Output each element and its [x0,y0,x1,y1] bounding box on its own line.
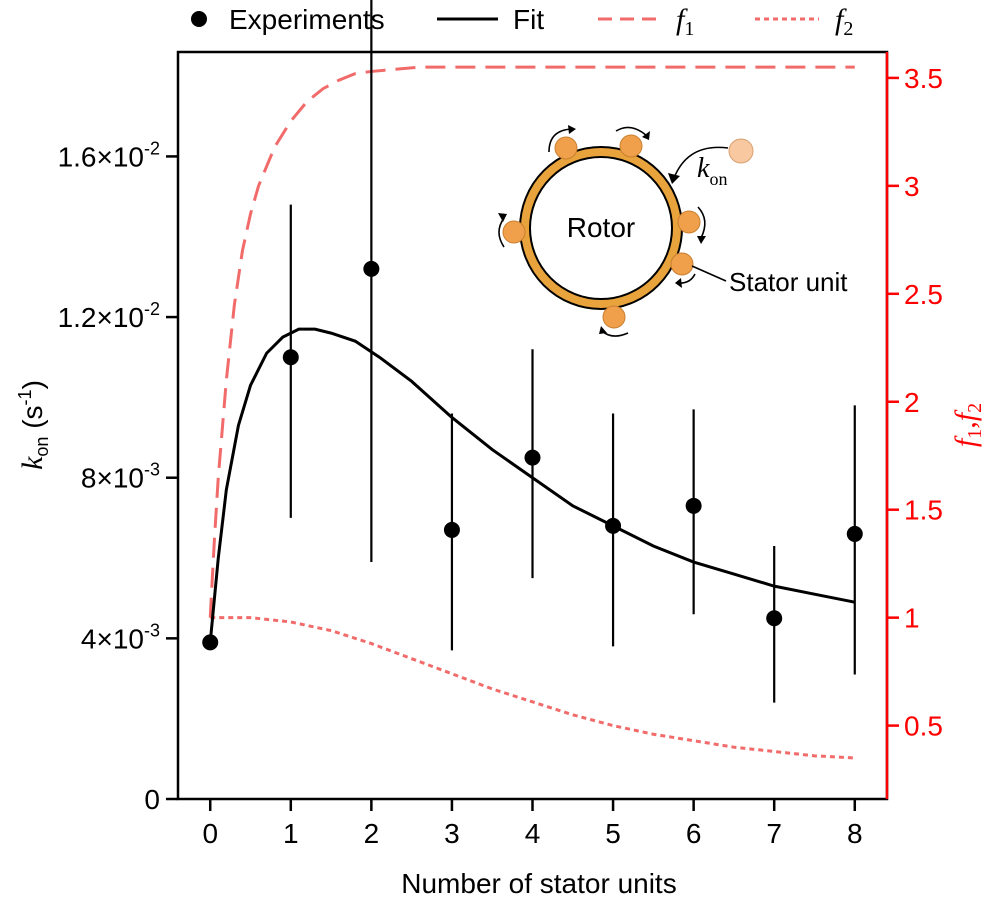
stator-units [502,134,754,329]
x-tick-label: 8 [847,818,863,849]
series-line-f2 [210,616,855,760]
y-right-tick-label: 2 [904,387,920,418]
data-point [443,521,460,538]
legend-label-f2: f2 [835,3,853,40]
stator-leader-line [691,265,727,282]
rotation-arrow-5-head [675,278,682,288]
y-right-tick-label: 3.5 [904,63,943,94]
y-tick-label: 1.6×10-2 [58,138,160,172]
rotation-arrow-6-head [599,326,607,334]
x-axis-label: Number of stator units [401,868,676,898]
binding-arrow-head [668,173,680,184]
rotor-ring [520,147,682,309]
x-tick-label: 0 [202,818,218,849]
rotation-arrow-1 [548,128,573,153]
series-experiments [202,0,863,703]
y-tick-label: 8×10-3 [81,460,160,494]
rate-label: kon [697,153,727,189]
inset-schematic: Rotor kon Stato [498,125,848,337]
data-point [282,349,299,366]
rotor-ring-inner-outline [529,156,673,300]
rotation-arrow-4-head [697,236,706,244]
x-tick-label: 3 [444,818,460,849]
rotation-arrows [498,125,729,337]
series-layer [202,0,863,760]
rotation-arrow-2 [615,126,648,137]
legend-label-f1: f1 [676,3,694,40]
rotation-arrow-1-head [568,125,576,134]
x-axis-ticks: 0 1 2 3 4 5 6 7 8 [202,799,863,849]
data-point [202,634,219,651]
x-tick-label: 2 [364,818,380,849]
x-tick-label: 1 [283,818,299,849]
y-tick-label: 4×10-3 [81,620,160,654]
legend-marker-experiments [191,11,207,27]
y-right-tick-label: 1.5 [904,495,943,526]
stator-label: Stator unit [729,267,848,297]
stator-unit-free [728,138,754,164]
rotation-arrow-4 [697,206,706,239]
legend: Experiments Fit f1 f2 [191,3,853,40]
stator-unit-5 [670,252,694,276]
stator-unit-2 [619,134,643,158]
rotor-label: Rotor [567,212,635,243]
binding-arrow [673,146,729,179]
series-line-f1 [208,65,855,618]
stator-unit-3 [502,220,526,244]
x-tick-label: 5 [605,818,621,849]
data-point [685,497,702,514]
y-right-tick-label: 2.5 [904,279,943,310]
x-tick-label: 6 [686,818,702,849]
stator-unit-1 [554,136,578,160]
rotation-arrow-3-head [498,213,507,222]
data-point [605,517,622,534]
legend-label-fit: Fit [513,4,544,35]
y-right-axis-ticks: 0.5 1 1.5 2 2.5 3 3.5 [887,63,943,742]
stator-unit-6 [602,305,626,329]
y-right-tick-label: 1 [904,603,920,634]
rotation-arrow-2-head [642,131,650,140]
y-tick-label: 1.2×10-2 [58,299,160,333]
series-line-fit [208,327,856,643]
y-axis-ticks: 0 4×10-3 8×10-3 1.2×10-2 1.6×10-2 [58,138,178,815]
data-point [363,260,380,277]
y-right-tick-label: 3 [904,171,920,202]
x-tick-label: 4 [525,818,541,849]
data-point [524,449,541,466]
data-point [766,610,783,627]
legend-label-experiments: Experiments [229,4,385,35]
x-tick-label: 7 [766,818,782,849]
y-right-tick-label: 0.5 [904,711,943,742]
stator-unit-4 [677,210,701,234]
data-point [846,525,863,542]
y-axis-label: kon (s-1) [15,380,52,470]
y-tick-label: 0 [144,784,160,815]
y-right-axis-label: f1,f2 [949,403,986,447]
